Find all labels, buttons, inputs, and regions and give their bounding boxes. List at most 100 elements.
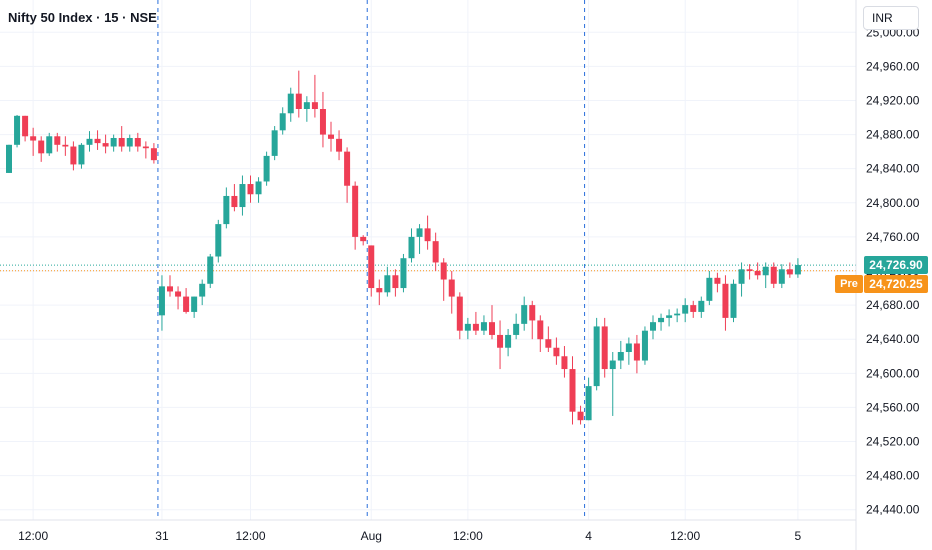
candle-body [255,181,262,195]
candle-body [448,279,455,297]
candle-body [215,224,222,257]
price-tick-label: 24,800.00 [866,196,920,210]
candle-body [328,134,334,139]
candle-body [392,275,399,289]
candle-body [167,286,173,292]
pre-market-badge: Pre [835,275,863,294]
candle-body [110,137,117,147]
candle-body [464,323,471,331]
candle-body [352,185,359,237]
candle-body [585,386,592,421]
candle-body [14,115,21,145]
price-tick-label: 24,960.00 [866,59,920,73]
candle-body [674,313,681,316]
candle-body [480,322,487,331]
candle-body [762,266,769,276]
candle-body [577,411,584,421]
candle-body [336,138,343,152]
price-tick-label: 24,600.00 [866,366,920,380]
price-tick-label: 24,680.00 [866,298,920,312]
candle-body [778,269,785,284]
candle-body [609,360,616,370]
candle-body [593,326,600,387]
price-tick-label: 24,520.00 [866,435,920,449]
candle-body [682,305,689,314]
time-tick-label: 12:00 [235,529,265,543]
candle-body [150,148,157,161]
candle-body [497,334,504,348]
candle-body [142,146,149,149]
candle-body [521,305,528,324]
price-tick-label: 24,880.00 [866,128,920,142]
time-tick-label: 4 [585,529,592,543]
candle-body [158,286,165,316]
candle-body [424,228,431,242]
candle-body [650,322,656,331]
candle-body [408,236,415,259]
candle-body [714,277,721,284]
candle-body [319,109,326,135]
time-tick-label: 5 [795,529,802,543]
candle-body [553,347,560,357]
candle-body [738,269,745,284]
candle-body [400,258,407,289]
candle-body [537,320,544,340]
candle-body [561,356,568,370]
candle-body [102,143,109,147]
candle-body [199,283,206,297]
candle-body [416,228,423,237]
price-tick-label: 24,920.00 [866,93,920,107]
candle-body [513,323,520,335]
candle-body [183,296,190,312]
candle-body [287,93,294,114]
candle-body [456,296,463,331]
currency-button[interactable]: INR [863,6,919,30]
price-tick-label: 24,440.00 [866,503,920,517]
candle-body [279,113,286,131]
candle-body [698,300,705,312]
time-tick-label: 12:00 [670,529,700,543]
candle-body [118,137,125,147]
candle-body [754,271,761,276]
candle-body [247,184,254,195]
candle-body [569,369,576,412]
candle-body [207,256,214,284]
candle-body [223,195,230,225]
candle-body [690,305,697,312]
price-tick-label: 24,760.00 [866,230,920,244]
candle-body [46,136,53,154]
candle-body [770,266,777,284]
candle-body [134,137,141,147]
candle-body [191,296,198,312]
candle-body [126,137,133,147]
candle-body [601,326,608,370]
candle-body [633,343,640,361]
candle-body [746,269,753,271]
candle-body [786,269,793,275]
time-axis[interactable]: 12:00 31 12:00 Aug 12:00 4 12:00 5 [18,529,801,543]
time-tick-label: 31 [155,529,169,543]
time-tick-label: 12:00 [18,529,48,543]
candle-body [231,195,238,208]
candle-body [730,283,737,318]
candle-body [440,262,447,280]
candle-body [376,288,383,293]
grid [0,0,856,520]
candle-body [239,184,246,208]
candle-body [706,277,713,301]
candle-body [658,317,665,323]
candle-body [303,102,310,109]
time-tick-label: 12:00 [453,529,483,543]
candle-body [666,315,673,318]
candle-body [6,144,12,173]
candle-body [344,151,351,186]
candle-body [472,323,479,331]
candle-body [311,102,318,109]
candle-body [505,334,512,348]
candle-body [38,140,45,154]
candle-body [641,330,648,361]
symbol-title: Nifty 50 Index · 15 · NSE [8,10,157,25]
candle-body [175,291,182,297]
